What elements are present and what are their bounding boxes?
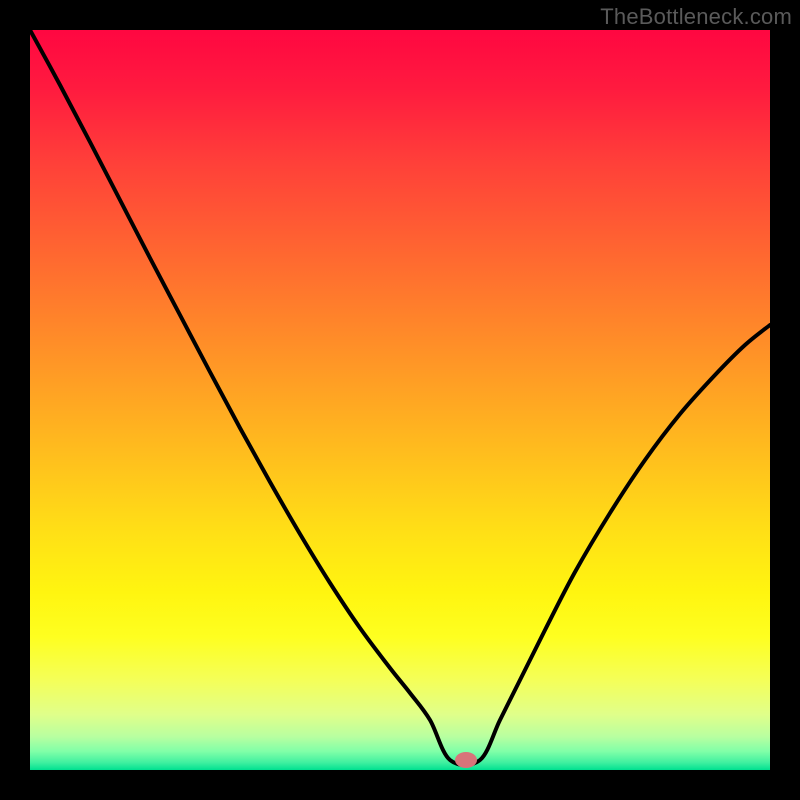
frame-right <box>770 0 800 800</box>
watermark-text: TheBottleneck.com <box>600 4 792 30</box>
frame-bottom <box>0 770 800 800</box>
optimum-marker <box>455 752 477 768</box>
frame-left <box>0 0 30 800</box>
bottleneck-chart <box>0 0 800 800</box>
plot-background <box>30 30 770 770</box>
chart-container: TheBottleneck.com <box>0 0 800 800</box>
